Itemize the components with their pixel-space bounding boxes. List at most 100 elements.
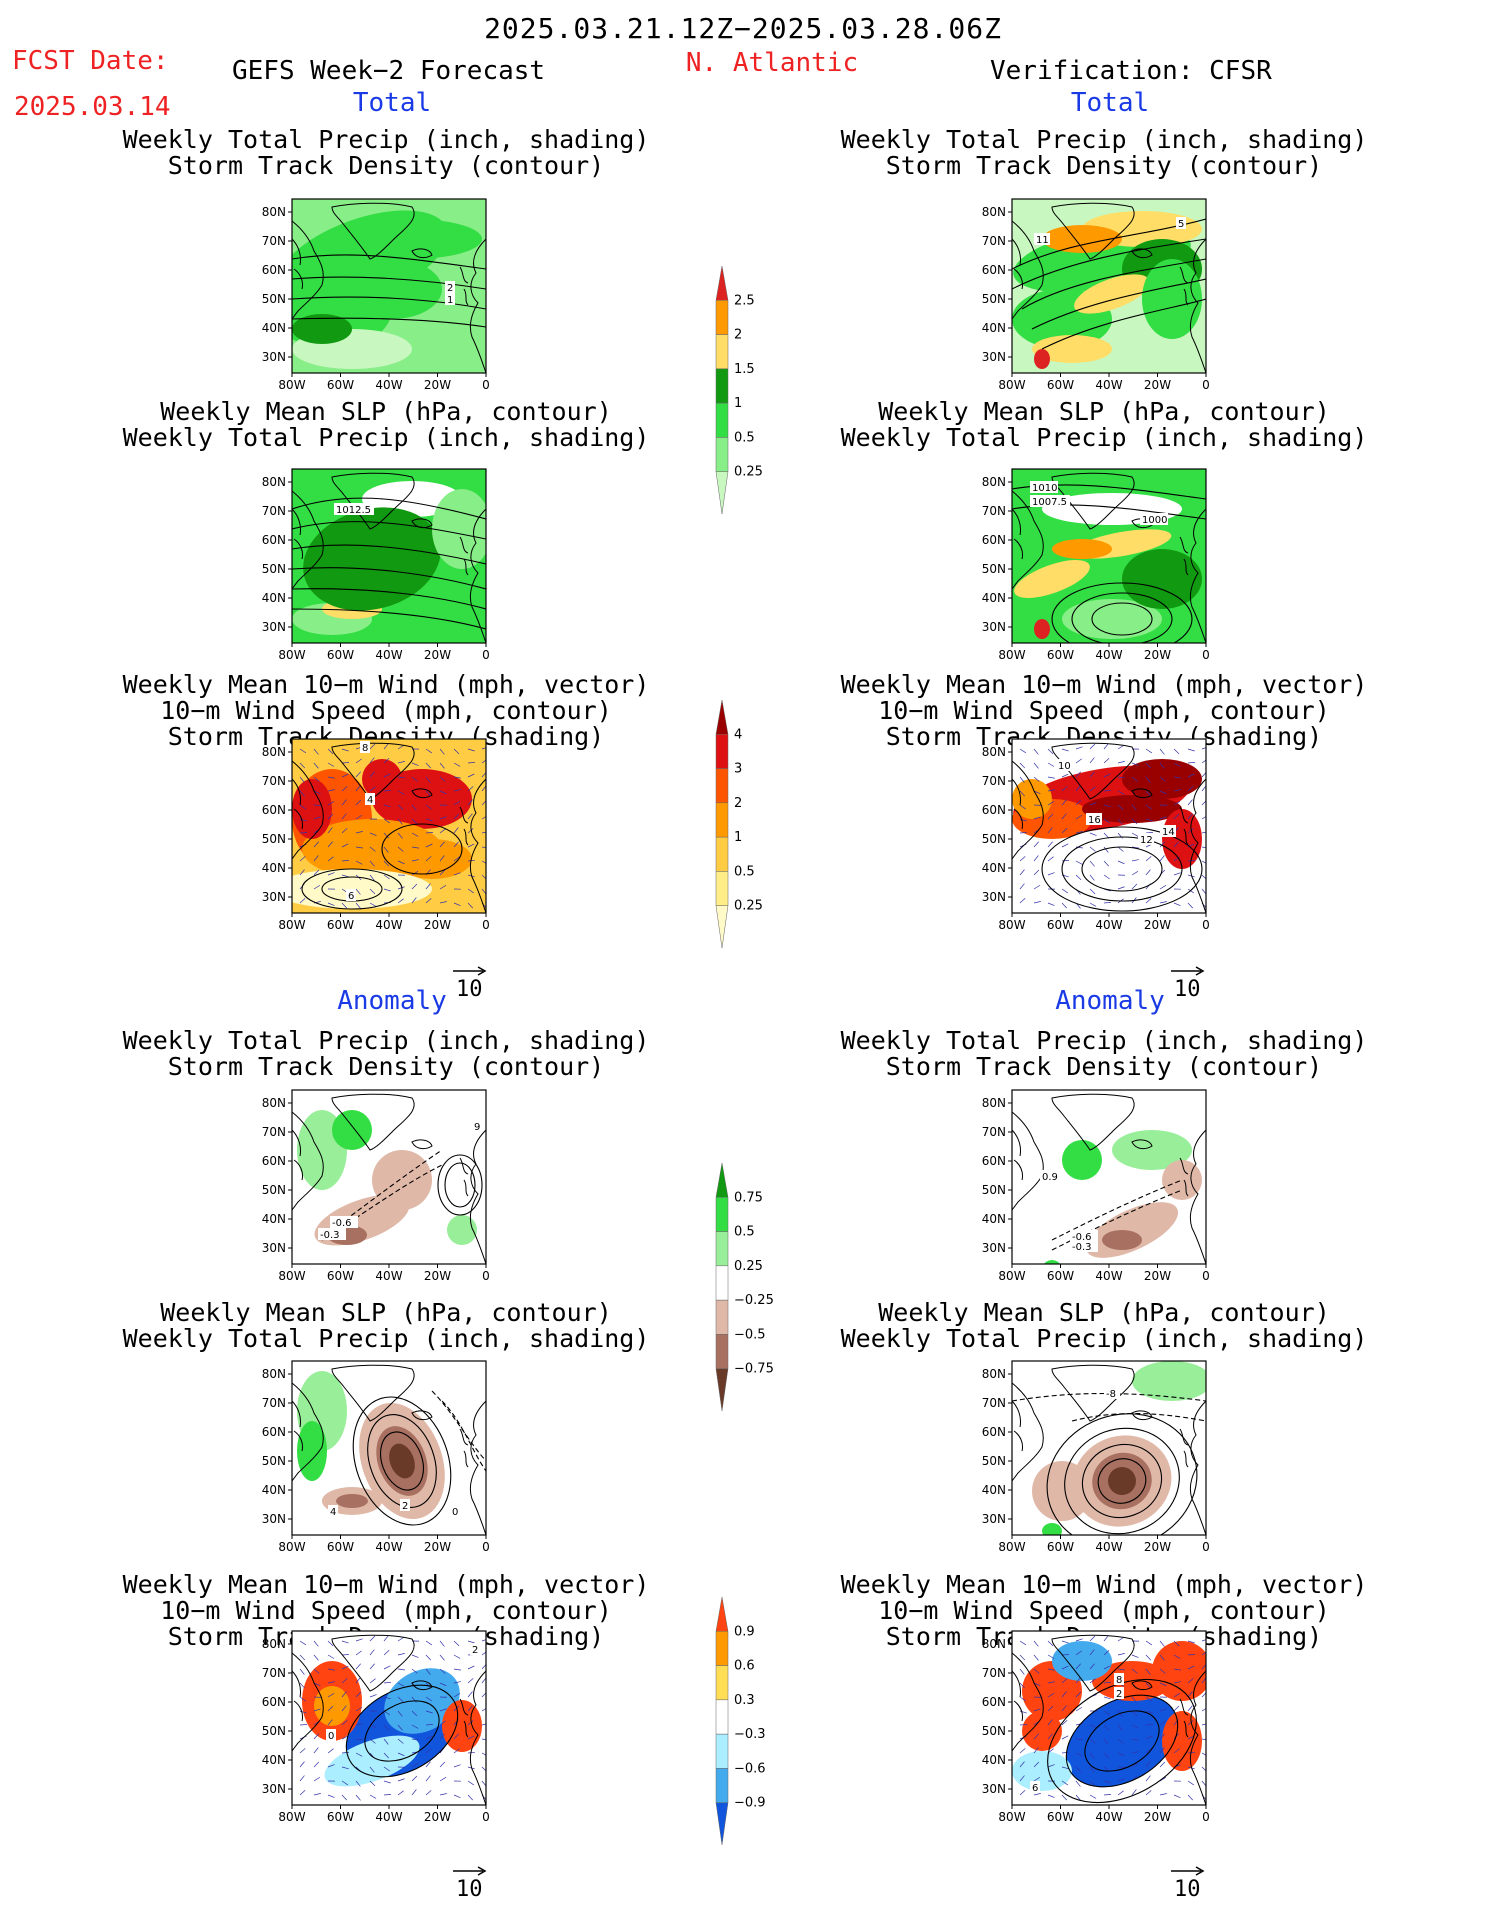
wind-vector — [1047, 1719, 1053, 1726]
wind-vector — [299, 1710, 307, 1714]
wind-vector — [327, 762, 335, 767]
lon-tick-label: 20W — [424, 1540, 451, 1554]
wind-vector — [453, 1693, 461, 1698]
shaded-area — [324, 1735, 420, 1787]
wind-vector — [1117, 1668, 1125, 1671]
wind-vector — [425, 818, 433, 822]
wind-vector — [1047, 762, 1055, 767]
lon-tick-label: 0 — [1202, 1540, 1210, 1554]
wind-vector — [369, 1635, 376, 1642]
colorbar-label: −0.75 — [734, 1362, 774, 1377]
north-america-coast — [1012, 220, 1044, 320]
wind-vector — [299, 1775, 305, 1782]
wind-vector — [1145, 762, 1152, 769]
wind-vector — [1047, 1654, 1055, 1659]
lat-tick-label: 80N — [982, 1637, 1006, 1651]
contour-line — [1071, 592, 1173, 643]
north-america-coast — [1012, 760, 1044, 860]
wind-vector — [1187, 1735, 1195, 1740]
wind-vector — [1187, 828, 1194, 834]
lon-tick-label: 80W — [278, 378, 305, 392]
wind-vector — [313, 762, 319, 769]
contour-label: 16 — [1088, 815, 1101, 826]
wind-vector — [439, 885, 447, 890]
wind-vector — [1061, 1794, 1068, 1801]
wind-vector — [1075, 1677, 1081, 1684]
wind-vector — [383, 846, 389, 853]
map-svg: -8 80N 70N 60N 50N 40N 30N 80W 60W 40W 20W 0 — [982, 1360, 1210, 1554]
lon-tick-label: 0 — [1202, 1269, 1210, 1283]
wind-vector — [1117, 804, 1124, 811]
wind-vector — [355, 1794, 361, 1801]
shaded-area — [1014, 560, 1090, 598]
wind-vector — [425, 1654, 432, 1661]
wind-vector — [467, 762, 476, 764]
lat-tick-label: 70N — [262, 1666, 286, 1680]
wind-vector — [425, 1790, 432, 1796]
wind-vector — [397, 1778, 405, 1782]
wind-vector — [383, 758, 390, 764]
wind-vector — [1145, 1654, 1152, 1661]
wind-vector — [1187, 762, 1196, 764]
lon-tick-label: 20W — [1144, 1810, 1171, 1824]
wind-vector — [383, 1780, 391, 1784]
wind-vector — [397, 1752, 405, 1757]
wind-vector — [1033, 1708, 1041, 1712]
colorbar-swatch — [715, 334, 729, 370]
wind-vector — [1117, 1752, 1125, 1757]
wind-vector — [453, 762, 461, 767]
contour-line — [1081, 846, 1163, 892]
wind-vector — [411, 1724, 419, 1729]
colorbar-label: 0.5 — [734, 430, 755, 445]
north-america-coast — [1012, 490, 1044, 590]
wind-vector — [1019, 1775, 1025, 1782]
contour-line — [1021, 258, 1206, 310]
colorbar-precip_anom: 0.75 0.5 0.25 −0.25 −0.5 −0.75 — [715, 1162, 774, 1412]
wind-vector — [425, 832, 434, 834]
wind-vector — [481, 874, 486, 880]
contour-line — [292, 317, 486, 328]
wind-vector — [313, 776, 320, 782]
wind-vector — [341, 799, 347, 806]
wind-vector — [1033, 1682, 1041, 1687]
fcst-date-value: 2025.03.14 — [14, 92, 171, 122]
wind-vector — [439, 1654, 445, 1661]
wind-vector — [1089, 1794, 1097, 1799]
wind-vector — [341, 1766, 349, 1770]
wind-vector — [1033, 901, 1041, 904]
wind-vector — [481, 759, 486, 764]
wind-vector — [1117, 744, 1125, 750]
shaded-area — [292, 314, 352, 344]
wind-vector — [1089, 1649, 1095, 1656]
lon-tick-label: 0 — [482, 918, 490, 932]
colorbar-label: −0.5 — [734, 1327, 766, 1342]
wind-vector — [1047, 1693, 1055, 1698]
wind-vector — [425, 898, 432, 904]
wind-vector — [467, 1665, 475, 1670]
greenland-coast — [1051, 1634, 1135, 1692]
map-svg: -0.6-0.3 9 80N 70N 60N 50N 40N 30N 80W 60W 40W 20W 0 — [262, 1089, 490, 1283]
lat-tick-label: 40N — [982, 1212, 1006, 1226]
vector-arrow-icon — [1171, 1866, 1205, 1876]
wind-vector — [1187, 1691, 1193, 1698]
wind-vector — [1159, 841, 1165, 848]
uk-coast — [1179, 266, 1189, 306]
title-f-anom-precip: Weekly Total Precip (inch, shading) Storm… — [122, 1026, 650, 1081]
wind-vector — [1173, 841, 1179, 848]
lat-tick-label: 30N — [262, 1512, 286, 1526]
colorbar-label: 1 — [734, 830, 742, 845]
wind-vector — [1103, 1665, 1111, 1670]
contour-line — [431, 1390, 486, 1462]
wind-vector — [439, 1733, 445, 1740]
wind-vector — [369, 1694, 377, 1698]
wind-vector — [1033, 1640, 1039, 1647]
wind-vector — [1075, 1738, 1083, 1741]
wind-vector — [1019, 748, 1027, 754]
wind-vector — [1145, 1668, 1151, 1675]
wind-vector — [341, 874, 349, 878]
wind-vector — [397, 1710, 403, 1717]
wind-vector — [355, 1650, 362, 1656]
lat-tick-label: 30N — [982, 620, 1006, 634]
contour-line — [1046, 1413, 1198, 1535]
wind-vector — [411, 897, 417, 904]
